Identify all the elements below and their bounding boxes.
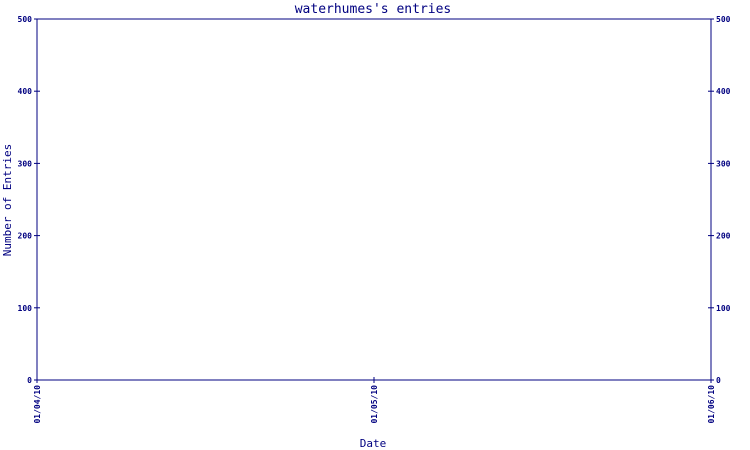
- plot-area: [36, 18, 712, 381]
- y-tick-label-left: 200: [18, 232, 33, 241]
- x-axis-label: Date: [360, 437, 387, 450]
- x-axis: 01/04/10 01/05/10 01/06/10: [33, 377, 716, 424]
- x-tick-label: 01/04/10: [33, 385, 42, 424]
- y-tick-label-right: 400: [716, 87, 731, 96]
- y-tick-label-right: 200: [716, 232, 731, 241]
- chart-title: waterhumes's entries: [295, 2, 452, 17]
- y-tick-label-left: 500: [18, 15, 33, 24]
- y-axis-right: 0 100 200 300 400 500: [708, 15, 731, 385]
- y-tick-label-left: 100: [18, 304, 33, 313]
- y-tick-label-right: 500: [716, 15, 731, 24]
- x-tick-label: 01/06/10: [707, 385, 716, 424]
- y-tick-label-right: 0: [716, 376, 721, 385]
- x-tick-label: 01/05/10: [370, 385, 379, 424]
- y-tick-label-left: 0: [27, 376, 32, 385]
- y-axis-label: Number of Entries: [1, 144, 14, 257]
- y-tick-label-left: 300: [18, 159, 33, 168]
- y-tick-label-left: 400: [18, 87, 33, 96]
- y-tick-label-right: 300: [716, 159, 731, 168]
- y-tick-label-right: 100: [716, 304, 731, 313]
- y-axis-left: 0 100 200 300 400 500: [18, 15, 40, 385]
